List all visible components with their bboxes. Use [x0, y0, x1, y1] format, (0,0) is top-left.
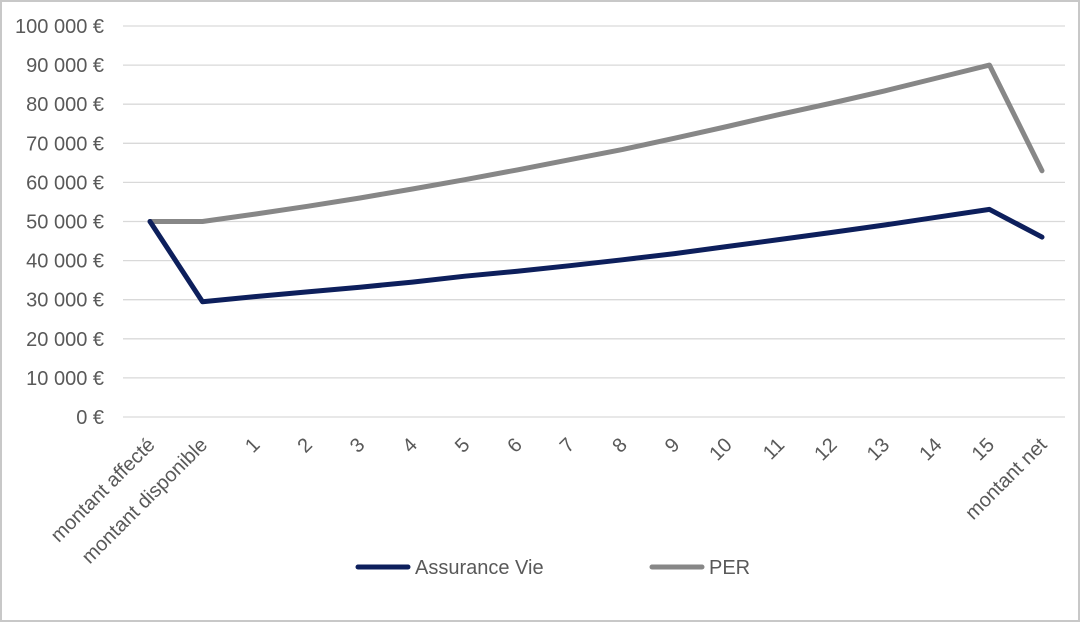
y-tick-label: 80 000 € — [26, 94, 104, 116]
y-tick-label: 20 000 € — [26, 329, 104, 351]
x-tick-label: 5 — [451, 434, 474, 457]
x-tick-label: 7 — [556, 434, 579, 457]
y-tick-label: 40 000 € — [26, 251, 104, 273]
x-tick-label: 14 — [915, 434, 946, 465]
y-tick-label: 10 000 € — [26, 368, 104, 390]
x-tick-label: 2 — [294, 434, 317, 457]
y-tick-label: 70 000 € — [26, 133, 104, 155]
legend-label-per: PER — [709, 557, 750, 579]
y-tick-label: 50 000 € — [26, 212, 104, 234]
x-tick-label: 15 — [968, 434, 999, 465]
x-tick-label: 9 — [661, 434, 684, 457]
x-tick-label: 3 — [346, 434, 369, 457]
x-tick-label: 1 — [241, 434, 264, 457]
x-tick-label: 10 — [705, 434, 736, 465]
series-lines — [147, 62, 1045, 305]
x-tick-label: 8 — [608, 434, 631, 457]
x-tick-label: 11 — [759, 434, 789, 464]
series-line-per — [147, 62, 1045, 224]
legend: Assurance Vie PER — [355, 557, 750, 579]
y-axis-tick-labels: 0 € 10 000 € 20 000 € 30 000 € 40 000 € 50 00… — [15, 16, 104, 429]
y-tick-label: 90 000 € — [26, 55, 104, 77]
y-tick-label: 0 € — [76, 407, 104, 429]
series-line-assurance-vie — [147, 206, 1045, 305]
y-tick-label: 100 000 € — [15, 16, 104, 38]
y-tick-label: 60 000 € — [26, 172, 104, 194]
x-tick-label: 13 — [863, 434, 894, 465]
y-tick-label: 30 000 € — [26, 290, 104, 312]
x-tick-label: 12 — [810, 434, 841, 465]
legend-label-assurance-vie: Assurance Vie — [415, 557, 544, 579]
x-tick-label: 6 — [503, 434, 526, 457]
x-tick-label: 4 — [398, 434, 421, 457]
